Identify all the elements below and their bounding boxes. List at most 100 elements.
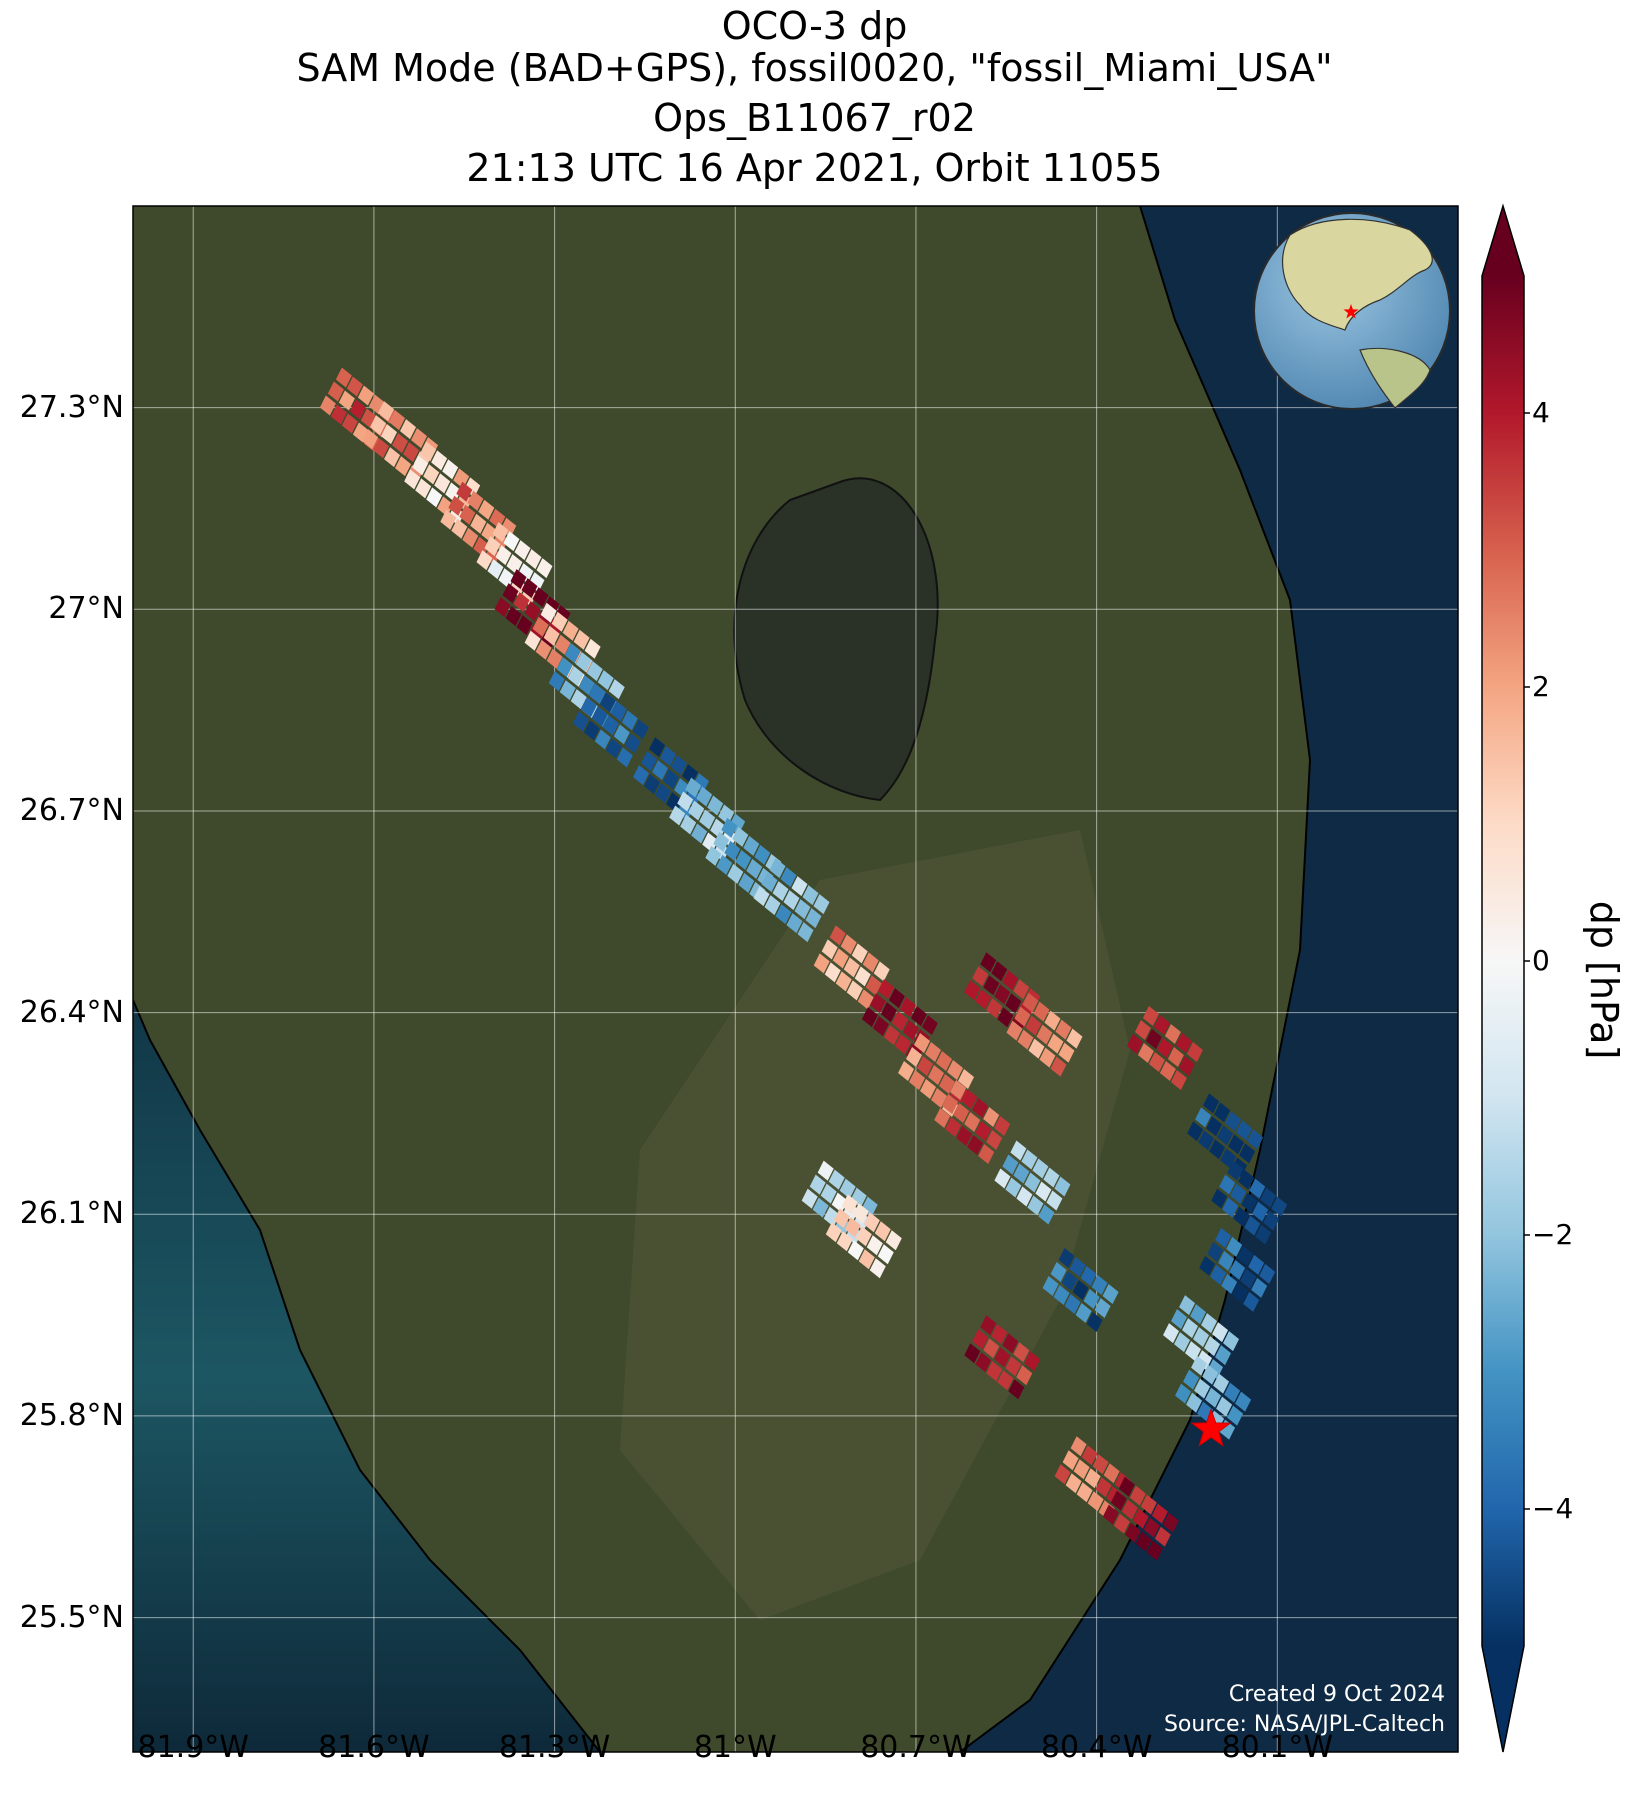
sounding-footprint — [1171, 1309, 1188, 1330]
sounding-footprint — [829, 925, 846, 946]
sounding-footprint — [843, 957, 860, 978]
atlantic-coast-water — [960, 206, 1458, 1752]
sounding-footprint — [1230, 1183, 1247, 1204]
map-panel — [133, 206, 1458, 1752]
sounding-footprint — [696, 786, 713, 807]
sounding-footprint — [1223, 1331, 1240, 1352]
sounding-footprint — [1113, 1513, 1130, 1534]
sounding-footprint — [1028, 1038, 1045, 1059]
sounding-footprint — [1135, 1531, 1152, 1552]
sounding-footprint — [1066, 1028, 1083, 1049]
sounding-footprint — [459, 504, 476, 525]
sounding-footprint — [1229, 1259, 1246, 1280]
sounding-footprint — [813, 894, 830, 915]
sounding-footprint — [975, 989, 992, 1010]
sounding-footprint — [1198, 1130, 1215, 1151]
lat-tick-label: 27°N — [48, 591, 124, 627]
sounding-footprint — [997, 1370, 1014, 1391]
sounding-footprint — [535, 639, 552, 660]
sounding-footprint — [1075, 1303, 1092, 1324]
sounding-footprint — [925, 1041, 942, 1062]
sounding-footprint — [983, 975, 1000, 996]
sounding-footprint — [964, 980, 981, 1001]
sounding-footprint — [327, 381, 344, 402]
sounding-footprint — [502, 583, 519, 604]
sounding-footprint — [964, 1343, 981, 1364]
sounding-footprint — [939, 1073, 956, 1094]
colorbar-outline — [1481, 203, 1525, 1753]
sounding-footprint — [470, 513, 487, 534]
sounding-footprint — [1239, 1143, 1256, 1164]
sounding-footprint — [833, 1208, 850, 1229]
sounding-footprint — [1183, 1369, 1200, 1390]
sounding-footprint — [682, 764, 699, 785]
sounding-footprint — [972, 1097, 989, 1118]
sounding-footprint — [521, 578, 538, 599]
sounding-footprint — [1271, 1196, 1288, 1217]
sounding-footprint — [578, 675, 595, 696]
sounding-footprint — [1213, 1373, 1230, 1394]
sounding-footprint — [1221, 1273, 1238, 1294]
sounding-footprint — [1202, 1364, 1219, 1385]
sounding-footprint — [1244, 1215, 1261, 1236]
sounding-footprint — [1013, 1342, 1030, 1363]
sounding-footprint — [1214, 1102, 1231, 1123]
sounding-footprint — [1252, 1201, 1269, 1222]
sounding-footprint — [1238, 1169, 1255, 1190]
sounding-footprint — [440, 509, 457, 530]
sounding-footprint — [1081, 1445, 1098, 1466]
sounding-footprint — [688, 800, 705, 821]
sounding-footprint — [1249, 1178, 1266, 1199]
sounding-footprint — [772, 881, 789, 902]
sounding-footprint — [562, 620, 579, 641]
sounding-footprint — [691, 823, 708, 844]
sounding-footprint — [880, 1002, 897, 1023]
sounding-footprint — [338, 390, 355, 411]
sounding-footprint — [498, 568, 515, 589]
sounding-footprint — [1140, 1494, 1157, 1515]
sounding-footprint — [1212, 1322, 1229, 1343]
sounding-footprint — [1226, 1236, 1243, 1257]
sounding-footprint — [877, 1244, 894, 1265]
sounding-footprint — [423, 464, 440, 485]
sounding-footprint — [1013, 979, 1030, 1000]
sounding-footprint — [1211, 1188, 1228, 1209]
sounding-footprint — [797, 922, 814, 943]
sounding-footprint — [891, 1011, 908, 1032]
sounding-footprint — [1237, 1245, 1254, 1266]
sounding-footprint — [400, 419, 417, 440]
sounding-footprint — [381, 424, 398, 445]
sounding-footprint — [917, 1055, 934, 1076]
sounding-footprint — [813, 953, 830, 974]
sounding-footprint — [1084, 1468, 1101, 1489]
sounding-footprint — [448, 495, 465, 516]
colorbar-title: dp [hPa] — [1582, 900, 1626, 1060]
sounding-footprint — [902, 1020, 919, 1041]
lon-tick-label: 80.7°W — [860, 1730, 972, 1765]
sounding-footprint — [1062, 1450, 1079, 1471]
sounding-footprint — [1103, 1463, 1120, 1484]
sounding-footprint — [1232, 1282, 1249, 1303]
sounding-footprint — [1013, 1163, 1030, 1184]
sounding-footprint — [1209, 1139, 1226, 1160]
sounding-footprint — [1091, 1275, 1108, 1296]
sounding-footprint — [495, 545, 512, 566]
sounding-footprint — [473, 536, 490, 557]
sounding-footprint — [1137, 1043, 1154, 1064]
sounding-footprint — [956, 1125, 973, 1146]
sounding-footprint — [524, 601, 541, 622]
sounding-footprint — [713, 831, 730, 852]
colorbar-extend-max — [1482, 206, 1524, 276]
sounding-footprint — [1201, 1313, 1218, 1334]
sounding-footprint — [1187, 1121, 1204, 1142]
source-note: Source: NASA/JPL-Caltech — [1163, 1712, 1445, 1737]
sounding-footprint — [883, 1025, 900, 1046]
sounding-footprint — [983, 1338, 1000, 1359]
sounding-footprint — [1182, 1318, 1199, 1339]
sounding-footprint — [1159, 1061, 1176, 1082]
sounding-footprint — [341, 413, 358, 434]
sounding-footprint — [378, 401, 395, 422]
sounding-footprint — [1006, 1020, 1023, 1041]
sounding-footprint — [445, 482, 462, 503]
sounding-footprint — [415, 478, 432, 499]
